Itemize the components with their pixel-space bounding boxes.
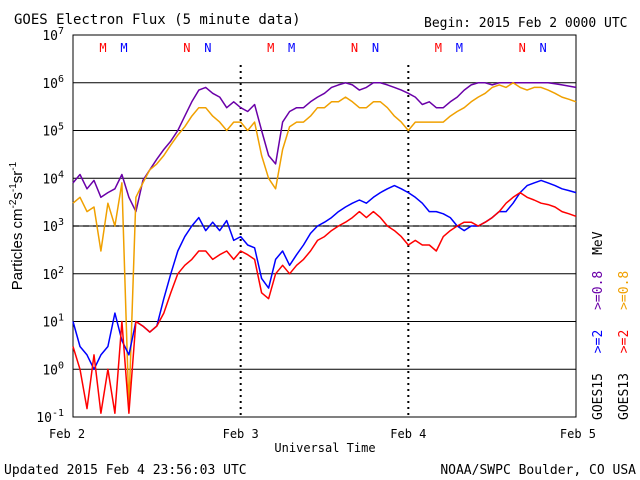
marker-m-1: M [120,41,127,55]
legend-goes13-2mev: >=2 [617,330,632,353]
marker-m-0: M [99,41,106,55]
y-tick-labels: 10-1 100 101 102 103 104 105 106 107 [36,26,64,426]
day-divider-lines [239,65,410,417]
y-tick-label-4: 103 [42,217,64,235]
legend-unit: MeV [591,231,606,255]
series-line-3 [72,191,577,414]
y-tick-label-1: 100 [42,360,64,378]
marker-n-3: N [204,41,211,55]
marker-m-8: M [435,41,442,55]
x-tick-label-1: Feb 3 [223,427,259,441]
legend-goes13: GOES13 >=2 >=0.8 [617,271,632,420]
legend-goes13-08mev: >=0.8 [617,271,632,310]
marker-n-7: N [372,41,379,55]
legend-goes15: GOES15 >=2 >=0.8 MeV [591,231,606,420]
y-axis-label: Particles cm-2s-1sr-1 [8,161,26,290]
y-tick-label-7: 106 [42,74,64,92]
x-tick-label-2: Feb 4 [390,427,426,441]
legend-goes15-2mev: >=2 [591,330,606,353]
x-axis-label: Universal Time [274,441,375,455]
y-tick-label-6: 105 [42,122,64,140]
chart-title: GOES Electron Flux (5 minute data) [14,12,301,28]
begin-time: Begin: 2015 Feb 2 0000 UTC [424,16,628,31]
svg-text:Particles cm-2s-1sr-1: Particles cm-2s-1sr-1 [8,161,26,290]
marker-m-9: M [456,41,463,55]
svg-text:GOES15 >=2 >=0: GOES15 >=2 >=0.8 MeV [591,231,606,420]
marker-n-11: N [540,41,547,55]
marker-n-6: N [351,41,358,55]
y-tick-label-0: 10-1 [36,408,64,426]
y-tick-label-3: 102 [42,265,64,283]
y-tick-label-5: 104 [42,169,64,187]
x-tick-labels: Feb 2 Feb 3 Feb 4 Feb 5 [49,427,596,441]
series-line-2 [72,179,577,371]
series-lines [72,82,577,414]
series-line-1 [72,82,577,410]
marker-m-5: M [288,41,295,55]
x-tick-label-0: Feb 2 [49,427,85,441]
legend-goes13-label: GOES13 [617,373,632,420]
series-line-0 [72,82,577,213]
y-tick-label-2: 101 [42,313,64,331]
legend-goes15-08mev: >=0.8 [591,271,606,310]
legend-goes15-label: GOES15 [591,373,606,420]
x-tick-label-3: Feb 5 [560,427,596,441]
svg-text:GOES13 >=2 >=0: GOES13 >=2 >=0.8 [617,271,632,420]
marker-m-4: M [267,41,274,55]
marker-n-10: N [519,41,526,55]
y-tick-label-8: 107 [42,26,64,44]
updated-timestamp: Updated 2015 Feb 4 23:56:03 UTC [4,463,247,478]
credit-line: NOAA/SWPC Boulder, CO USA [440,463,636,478]
marker-n-2: N [183,41,190,55]
